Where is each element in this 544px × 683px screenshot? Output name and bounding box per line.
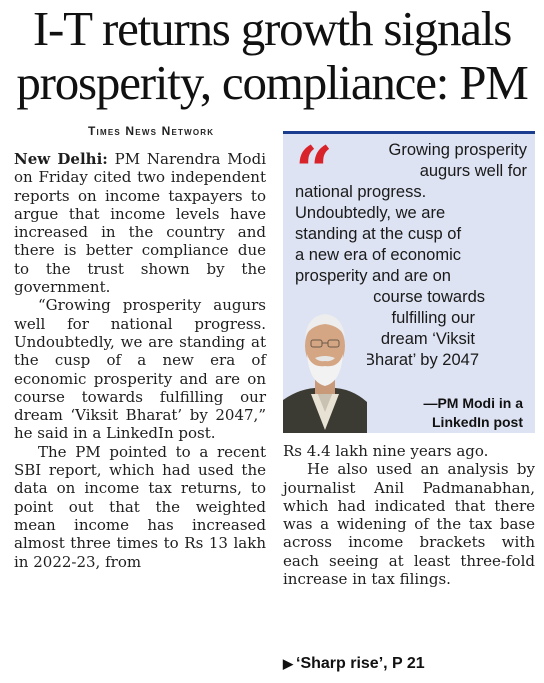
quote-attribution: —PM Modi in a LinkedIn post [423, 394, 523, 432]
page-reference-label: ‘Sharp rise’, P 21 [296, 655, 425, 672]
headline: I-T returns growth signals prosperity, c… [0, 2, 544, 110]
quote-line: dream ‘Viksit [380, 330, 475, 348]
headline-line-2: prosperity, compliance: PM [16, 55, 529, 110]
quote-line: standing at the cusp of [295, 225, 462, 243]
quote-mark-icon: “ [295, 132, 333, 210]
quote-line: Bharat’ by 2047 [364, 351, 479, 369]
play-arrow-icon: ▶ [283, 656, 293, 671]
paragraph-1-text: PM Narendra Modi on Friday cited two ind… [14, 150, 266, 297]
quote-line: fulfilling our [391, 309, 475, 327]
article-paragraph-2: “Growing prosperity augurs well for nati… [14, 296, 266, 443]
pull-quote-text: Growing prosperity augurs well for natio… [295, 140, 527, 371]
article-paragraph-1: New Delhi: PM Narendra Modi on Friday ci… [14, 150, 266, 296]
article-paragraph-3: The PM pointed to a recent SBI report, w… [14, 442, 266, 571]
quote-line: augurs well for [419, 162, 527, 180]
quote-line: national progress. [295, 183, 427, 201]
quote-line: Growing prosperity [388, 141, 527, 159]
quote-line: a new era of economic [295, 246, 462, 264]
page-reference-link[interactable]: ▶ ‘Sharp rise’, P 21 [283, 655, 425, 673]
attribution-line-1: —PM Modi in a [423, 395, 523, 411]
quote-line: Undoubtedly, we are [295, 204, 446, 222]
dateline: New Delhi: [14, 150, 108, 168]
pull-quote-box: “ Growing prosperity augurs well for nat… [283, 131, 535, 433]
attribution-line-2: LinkedIn post [432, 414, 523, 430]
byline: Times News Network [88, 124, 215, 138]
article-column-right: Rs 4.4 lakh nine years ago. He also used… [283, 442, 535, 588]
article-paragraph-4: He also used an analysis by journalist A… [283, 460, 535, 589]
headline-line-1: I-T returns growth signals [32, 1, 512, 56]
pm-modi-photo [283, 302, 367, 433]
quote-line: course towards [373, 288, 485, 306]
article-paragraph-3-continued: Rs 4.4 lakh nine years ago. [283, 442, 489, 460]
quote-line: prosperity and are on [295, 267, 451, 285]
article-column-left: New Delhi: PM Narendra Modi on Friday ci… [14, 150, 266, 571]
